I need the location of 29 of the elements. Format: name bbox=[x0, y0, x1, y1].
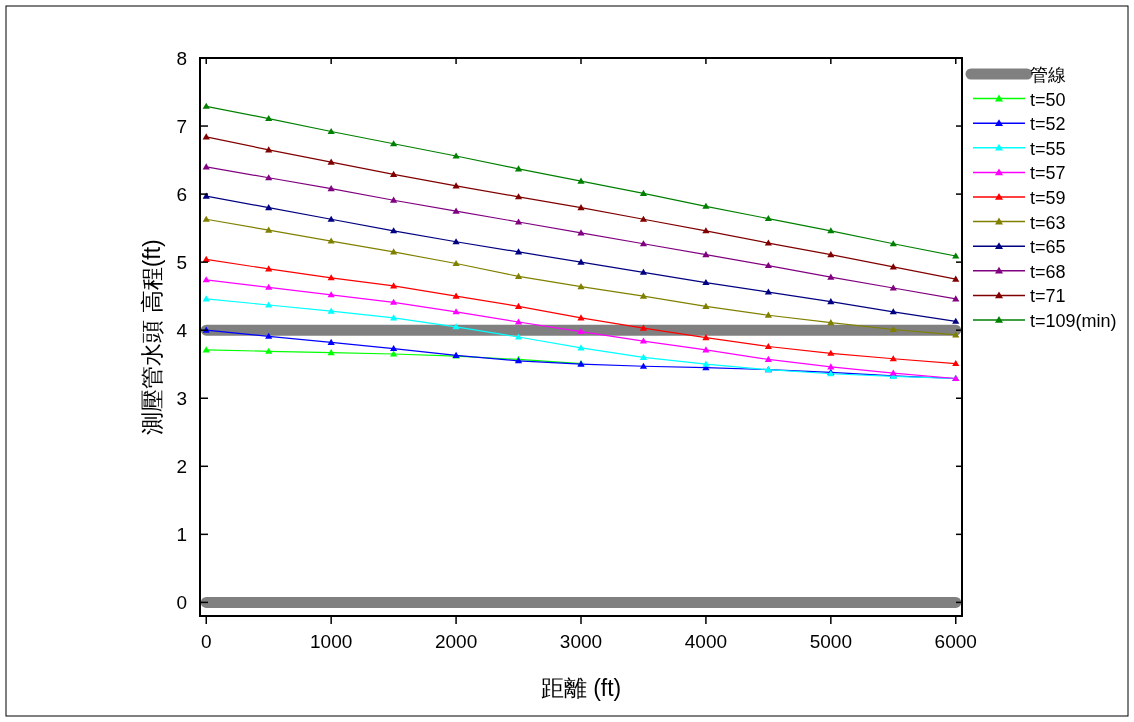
x-tick-label: 4000 bbox=[684, 631, 728, 652]
legend-label: t=59 bbox=[1030, 188, 1066, 208]
legend-label: t=57 bbox=[1030, 163, 1066, 184]
y-tick-label: 3 bbox=[176, 388, 187, 410]
legend-label: t=52 bbox=[1030, 114, 1066, 135]
legend-label: t=55 bbox=[1030, 138, 1066, 159]
legend-label: t=71 bbox=[1030, 286, 1066, 307]
legend-label: t=109(min) bbox=[1030, 311, 1117, 331]
legend-label: t=68 bbox=[1030, 261, 1066, 282]
x-tick-label: 3000 bbox=[559, 631, 603, 652]
y-tick-label: 2 bbox=[176, 456, 187, 478]
x-tick-label: 0 bbox=[200, 631, 212, 652]
x-tick-label: 1000 bbox=[310, 631, 353, 652]
y-tick-label: 1 bbox=[176, 524, 187, 546]
legend-label: t=65 bbox=[1030, 237, 1066, 258]
legend-label: t=50 bbox=[1030, 89, 1066, 110]
y-tick-label: 0 bbox=[176, 592, 187, 614]
x-tick-label: 2000 bbox=[434, 631, 478, 652]
legend-label: 管線 bbox=[1030, 65, 1066, 85]
y-tick-label: 8 bbox=[176, 48, 187, 69]
x-tick-label: 6000 bbox=[934, 631, 977, 652]
x-axis-title: 距離 (ft) bbox=[540, 675, 622, 701]
y-tick-label: 7 bbox=[176, 116, 187, 138]
y-tick-label: 6 bbox=[176, 184, 187, 206]
x-tick-label: 5000 bbox=[809, 631, 852, 652]
y-axis-title: 測壓管水頭 高程(ft) bbox=[139, 239, 165, 435]
y-tick-label: 4 bbox=[176, 320, 188, 342]
y-tick-label: 5 bbox=[176, 252, 187, 274]
legend-label: t=63 bbox=[1030, 212, 1066, 233]
